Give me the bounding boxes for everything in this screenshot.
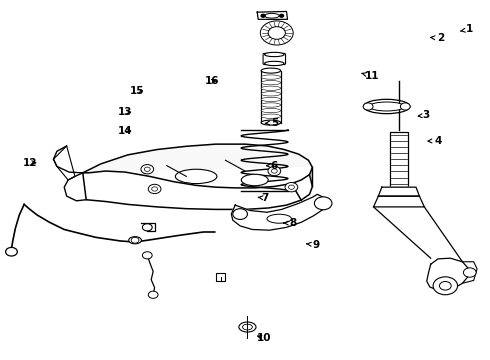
Text: 5: 5 — [265, 118, 278, 128]
Text: 8: 8 — [284, 218, 296, 228]
Text: 9: 9 — [307, 239, 319, 249]
Text: 7: 7 — [258, 193, 268, 203]
Circle shape — [464, 268, 476, 277]
Polygon shape — [83, 144, 313, 188]
Ellipse shape — [261, 120, 281, 125]
Circle shape — [271, 169, 277, 173]
Text: 6: 6 — [267, 161, 278, 171]
Polygon shape — [427, 258, 469, 291]
Circle shape — [285, 183, 298, 192]
Circle shape — [145, 167, 150, 171]
Polygon shape — [53, 146, 75, 180]
Ellipse shape — [369, 102, 404, 111]
FancyBboxPatch shape — [263, 53, 286, 64]
Circle shape — [280, 14, 284, 17]
Circle shape — [143, 252, 152, 259]
Circle shape — [5, 247, 17, 256]
Ellipse shape — [239, 322, 256, 332]
Polygon shape — [378, 187, 419, 196]
Ellipse shape — [261, 103, 281, 107]
FancyBboxPatch shape — [390, 132, 408, 187]
Circle shape — [315, 197, 332, 210]
Polygon shape — [373, 196, 424, 207]
Polygon shape — [83, 167, 313, 210]
Circle shape — [233, 209, 247, 220]
Ellipse shape — [242, 174, 268, 186]
Circle shape — [148, 184, 161, 194]
FancyBboxPatch shape — [216, 273, 225, 281]
Ellipse shape — [261, 86, 281, 90]
Circle shape — [261, 14, 265, 17]
Polygon shape — [231, 194, 327, 230]
Circle shape — [433, 277, 458, 295]
Circle shape — [148, 291, 158, 298]
Ellipse shape — [261, 68, 281, 73]
Ellipse shape — [267, 214, 292, 223]
Ellipse shape — [175, 169, 217, 184]
Text: 12: 12 — [23, 158, 37, 168]
Polygon shape — [463, 262, 477, 283]
Text: 11: 11 — [362, 71, 379, 81]
Text: 4: 4 — [428, 136, 441, 145]
Ellipse shape — [261, 81, 281, 85]
Circle shape — [289, 185, 294, 189]
Text: 10: 10 — [256, 333, 271, 343]
Ellipse shape — [261, 97, 281, 102]
Text: 16: 16 — [204, 76, 219, 86]
Ellipse shape — [261, 114, 281, 118]
Text: 2: 2 — [431, 33, 444, 43]
Ellipse shape — [364, 99, 410, 114]
Circle shape — [260, 21, 293, 45]
Ellipse shape — [261, 92, 281, 96]
Ellipse shape — [265, 52, 284, 57]
Circle shape — [268, 27, 285, 39]
Ellipse shape — [261, 75, 281, 79]
Circle shape — [261, 22, 293, 44]
Circle shape — [400, 103, 410, 110]
Circle shape — [152, 187, 158, 191]
Text: 3: 3 — [418, 111, 429, 121]
Ellipse shape — [243, 324, 252, 330]
Ellipse shape — [261, 108, 281, 113]
Ellipse shape — [265, 13, 279, 18]
Ellipse shape — [129, 237, 142, 244]
Circle shape — [268, 166, 281, 176]
Circle shape — [363, 103, 373, 110]
Text: 14: 14 — [118, 126, 133, 135]
Circle shape — [131, 237, 139, 243]
Circle shape — [440, 282, 451, 290]
Ellipse shape — [265, 61, 284, 66]
Text: 1: 1 — [461, 24, 473, 35]
Circle shape — [143, 224, 152, 231]
Text: 15: 15 — [130, 86, 145, 96]
Text: 13: 13 — [118, 107, 132, 117]
Polygon shape — [257, 12, 288, 19]
Circle shape — [141, 165, 154, 174]
